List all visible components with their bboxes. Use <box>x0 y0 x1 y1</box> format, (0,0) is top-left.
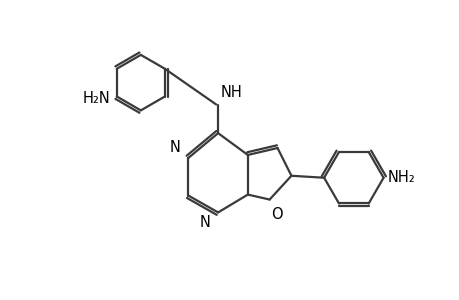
Text: O: O <box>271 208 283 223</box>
Text: NH: NH <box>221 85 242 100</box>
Text: H₂N: H₂N <box>83 91 111 106</box>
Text: N: N <box>169 140 180 155</box>
Text: NH₂: NH₂ <box>386 170 414 185</box>
Text: N: N <box>199 215 210 230</box>
